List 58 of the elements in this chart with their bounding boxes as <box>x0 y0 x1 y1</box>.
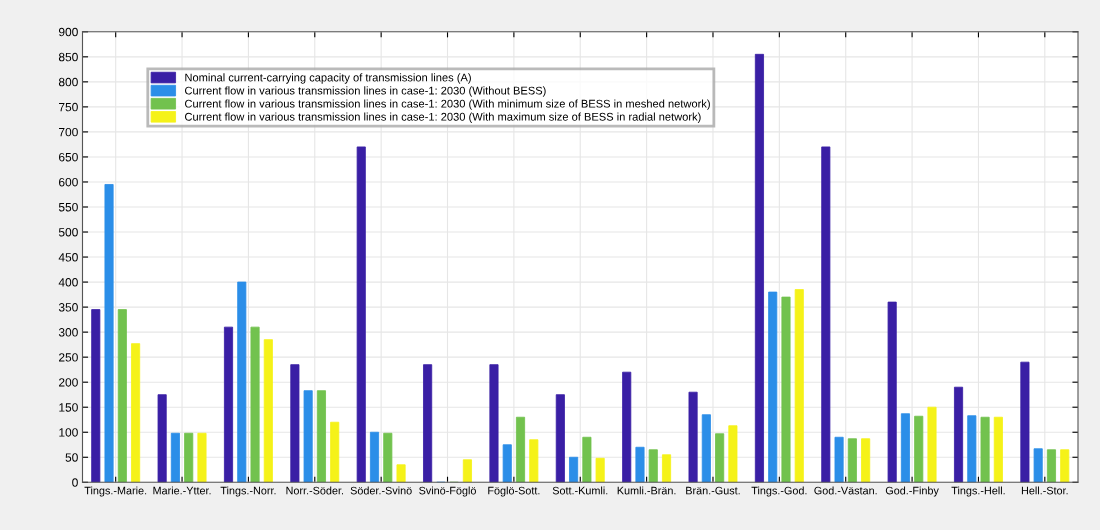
bar <box>1033 448 1043 483</box>
bar <box>423 364 433 483</box>
bar <box>569 456 579 483</box>
bar <box>555 394 565 483</box>
bar <box>847 438 857 483</box>
bar <box>197 432 207 483</box>
bar <box>701 414 711 483</box>
bar <box>821 146 831 483</box>
bar <box>715 433 725 483</box>
bar <box>1046 449 1056 483</box>
bar <box>1020 361 1030 483</box>
bar <box>157 394 167 483</box>
bar <box>582 436 592 483</box>
bar <box>316 390 326 483</box>
bar <box>781 296 791 483</box>
bar <box>954 386 964 483</box>
bar <box>967 415 977 483</box>
bar <box>1060 449 1070 483</box>
bar <box>993 416 1003 483</box>
bar <box>502 444 512 483</box>
bar <box>462 459 472 483</box>
bar <box>104 184 114 483</box>
bar <box>834 436 844 483</box>
bar <box>927 406 937 483</box>
bar <box>980 416 990 483</box>
bar <box>223 326 234 483</box>
bar <box>396 464 406 483</box>
bar <box>303 390 313 483</box>
bar <box>900 413 910 483</box>
bar <box>356 146 366 483</box>
bar <box>861 438 871 483</box>
bar <box>648 449 658 483</box>
bar <box>131 343 141 483</box>
bar <box>887 301 897 483</box>
bar <box>250 326 260 483</box>
bar <box>263 339 273 483</box>
bar <box>595 457 605 483</box>
bar <box>688 391 698 483</box>
bar <box>117 309 127 483</box>
bar <box>91 309 101 483</box>
bar <box>515 416 526 483</box>
bar <box>661 454 672 483</box>
bar <box>184 432 194 483</box>
bar <box>369 431 380 483</box>
bar <box>237 281 247 483</box>
bar <box>330 421 340 483</box>
bar <box>728 425 738 483</box>
bar <box>768 291 778 483</box>
bar <box>383 432 393 483</box>
bar <box>489 364 499 483</box>
bar <box>914 415 924 483</box>
bar <box>754 53 764 483</box>
bar <box>529 439 539 483</box>
bar <box>635 446 645 483</box>
bar <box>622 371 632 483</box>
bar <box>290 364 300 483</box>
bar <box>170 432 180 483</box>
bar <box>794 289 804 483</box>
